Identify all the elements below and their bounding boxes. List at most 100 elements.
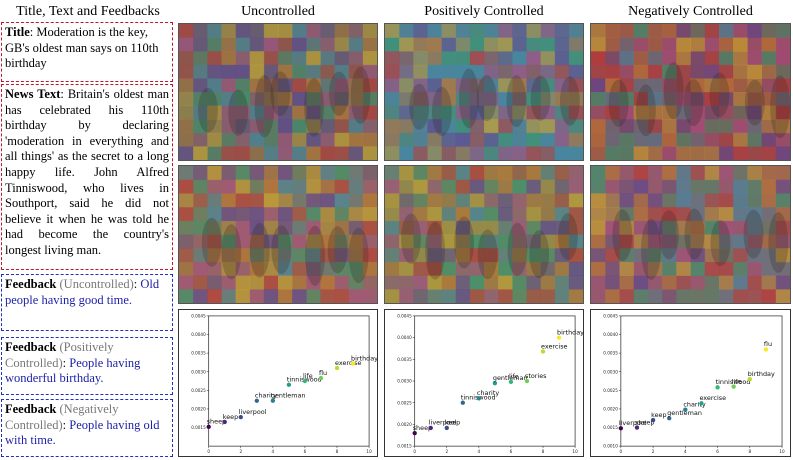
x-tick-label: 6: [510, 449, 513, 454]
header-positively-controlled: Positively Controlled: [424, 4, 544, 19]
y-tick-label: 0.0035: [191, 351, 206, 356]
scatter-point: [334, 365, 340, 371]
attention-image-positive-1: [384, 23, 584, 161]
point-label: gentleman: [667, 409, 702, 417]
x-tick-label: 6: [304, 449, 307, 454]
scatter-point: [683, 407, 688, 412]
scatter-point: [254, 398, 259, 403]
feedback-box-uncontrolled: Feedback (Uncontrolled): Old people havi…: [1, 274, 173, 331]
point-label: life: [303, 372, 313, 380]
feedback-label: Feedback: [5, 277, 57, 291]
scatter-point: [763, 347, 769, 352]
point-label: keep: [223, 413, 238, 421]
point-label: birthday: [351, 354, 377, 362]
point-label: liverpool: [429, 419, 457, 427]
x-tick-label: 10: [572, 449, 578, 454]
attention-image-negative-2: [590, 165, 791, 304]
x-tick-label: 2: [239, 449, 242, 454]
y-tick-label: 0.0035: [603, 351, 618, 356]
news-text-box: News Text: Britain's oldest man has cele…: [1, 84, 173, 270]
y-tick-label: 0.0020: [191, 407, 206, 412]
header-negatively-controlled: Negatively Controlled: [628, 4, 753, 19]
scatter-plot-positive: 0.0015 0.0020 0.0025 0.0030 0.0035 0.0040 0.00…: [384, 309, 584, 457]
header-title-text-feedbacks: Title, Text and Feedbacks: [16, 4, 160, 19]
scatter-point: [618, 426, 624, 431]
feedback-condition: (Positively Controlled): [5, 340, 114, 370]
plot-area: [208, 315, 370, 447]
x-tick-label: 8: [542, 449, 545, 454]
title-text: : Moderation is the key, GB's oldest man…: [5, 25, 159, 71]
point-label: exercise: [541, 342, 568, 350]
point-label: flu: [319, 369, 327, 377]
scatter-point: [286, 382, 292, 387]
scatter-plot-negative: 0.0010 0.0015 0.0020 0.0025 0.0030 0.0035 0.00…: [590, 309, 791, 457]
point-label: birthday: [748, 370, 775, 378]
point-label: liverpool: [239, 408, 267, 416]
title-box: Title: Moderation is the key, GB's oldes…: [1, 22, 173, 82]
point-label: stories: [525, 372, 547, 380]
scatter-point: [492, 381, 498, 386]
x-tick-label: 0: [413, 449, 416, 454]
point-label: exercise: [699, 394, 726, 402]
feedback-condition: (Negatively Controlled): [5, 402, 119, 432]
y-tick-label: 0.0020: [603, 407, 618, 412]
header-uncontrolled: Uncontrolled: [241, 4, 315, 19]
x-tick-label: 4: [478, 449, 481, 454]
attention-image-uncontrolled-1: [178, 23, 378, 161]
scatter-point: [667, 416, 672, 421]
y-tick-label: 0.0010: [603, 444, 618, 449]
feedback-separator: :: [133, 277, 141, 291]
point-label: charity: [255, 392, 277, 400]
attention-image-uncontrolled-2: [178, 165, 378, 304]
feedback-label: Feedback: [5, 402, 57, 416]
point-label: birthday: [557, 328, 583, 336]
point-label: gentleman: [493, 374, 528, 382]
x-tick-label: 8: [748, 449, 751, 454]
y-tick-label: 0.0030: [603, 369, 618, 374]
news-label: News Text: [5, 87, 61, 101]
plot-area: [620, 315, 783, 447]
scatter-point: [715, 385, 720, 390]
scatter-point: [350, 361, 356, 366]
x-tick-label: 2: [652, 449, 655, 454]
feedback-separator: :: [62, 417, 70, 432]
y-tick-label: 0.0025: [603, 388, 618, 393]
feedback-text: People having wonderful birthday.: [5, 355, 141, 386]
scatter-point: [270, 398, 276, 403]
y-tick-label: 0.0015: [191, 425, 206, 430]
scatter-point: [476, 396, 482, 401]
point-label: gentleman: [271, 392, 306, 400]
scatter-point: [444, 425, 449, 431]
scatter-plot-uncontrolled: 0.0015 0.0020 0.0025 0.0030 0.0035 0.0040 0.00…: [178, 309, 378, 457]
point-label: exercise: [335, 359, 362, 367]
scatter-point: [508, 379, 514, 385]
scatter-point: [731, 384, 736, 389]
x-tick-label: 10: [779, 449, 785, 454]
point-label: sheep: [413, 424, 432, 432]
scatter-point: [699, 401, 704, 406]
point-label: liverpool: [619, 419, 647, 427]
scatter-point: [634, 425, 640, 430]
scatter-point: [650, 417, 656, 423]
y-tick-label: 0.0015: [603, 425, 618, 430]
point-label: life: [732, 377, 742, 385]
x-tick-label: 4: [272, 449, 275, 454]
point-label: keep: [651, 411, 667, 419]
attention-image-negative-1: [590, 23, 791, 161]
y-tick-label: 0.0020: [397, 422, 412, 427]
y-tick-label: 0.0035: [397, 357, 412, 362]
scatter-point: [556, 335, 562, 340]
plot-area: [414, 315, 576, 447]
x-tick-label: 10: [366, 449, 372, 454]
x-tick-label: 8: [336, 449, 339, 454]
point-label: tinniswood: [716, 378, 751, 386]
point-label: sheep: [207, 418, 226, 426]
point-label: charity: [683, 401, 706, 409]
feedback-separator: :: [62, 355, 70, 370]
scatter-point: [206, 424, 211, 429]
feedback-box-negative: Feedback (Negatively Controlled): People…: [1, 399, 173, 457]
x-tick-label: 6: [716, 449, 719, 454]
y-tick-label: 0.0015: [397, 444, 412, 449]
scatter-point: [540, 349, 546, 354]
feedback-text: People having old with time.: [5, 417, 160, 448]
